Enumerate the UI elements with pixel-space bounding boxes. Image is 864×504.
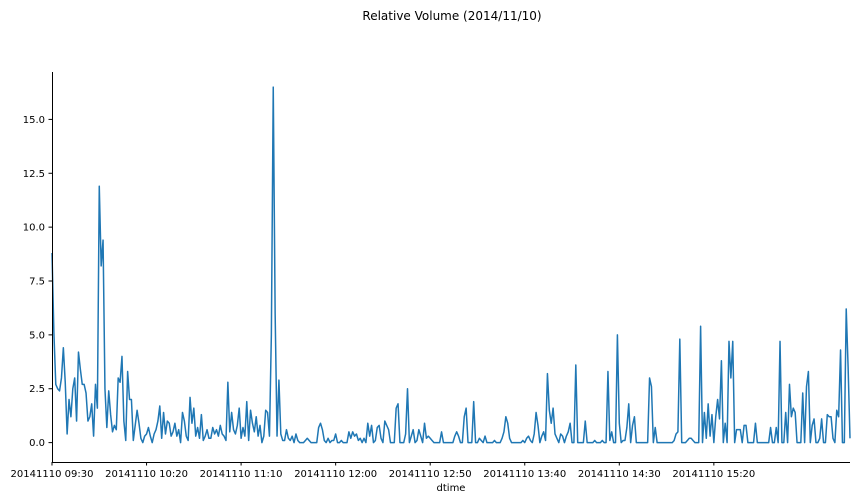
x-tick-label: 20141110 15:20 (672, 469, 755, 480)
series-group (51, 86, 851, 444)
x-tick-label: 20141110 11:10 (200, 469, 283, 480)
y-tick-label: 10.0 (23, 223, 45, 234)
y-tick-label: 5.0 (29, 330, 45, 341)
x-axis-label: dtime (437, 483, 466, 494)
x-ticks: 20141110 09:30 20141110 10:20 20141110 11:… (11, 462, 755, 480)
y-tick-label: 7.5 (29, 277, 45, 288)
x-tick-label: 20141110 09:30 (11, 469, 94, 480)
y-tick-label: 2.5 (29, 384, 45, 395)
y-ticks: 0.0 2.5 5.0 7.5 10.0 12.5 15.0 (23, 115, 52, 449)
x-tick-label: 20141110 10:20 (105, 469, 188, 480)
x-tick-label: 20141110 13:40 (483, 469, 566, 480)
y-tick-label: 0.0 (29, 438, 45, 449)
x-tick-label: 20141110 14:30 (578, 469, 661, 480)
x-tick-label: 20141110 12:50 (389, 469, 472, 480)
y-tick-label: 12.5 (23, 169, 45, 180)
series-line (51, 86, 851, 444)
y-tick-label: 15.0 (23, 115, 45, 126)
x-tick-label: 20141110 12:00 (294, 469, 377, 480)
chart-title: Relative Volume (2014/11/10) (362, 9, 542, 23)
